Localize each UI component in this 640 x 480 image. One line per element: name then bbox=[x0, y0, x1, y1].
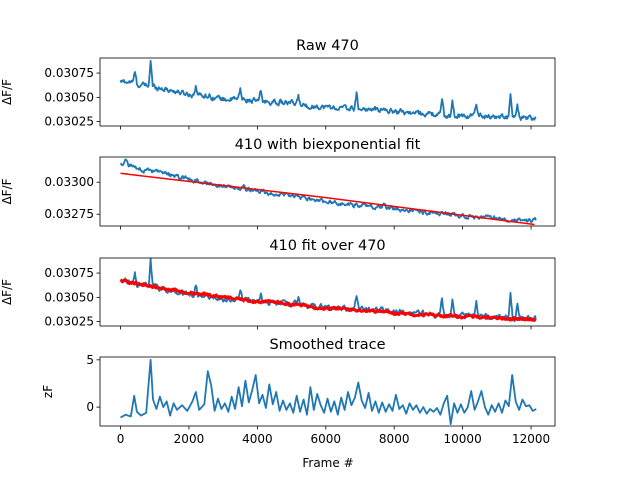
y-tick-label: 0.03300 bbox=[44, 175, 94, 189]
x-tick-label: 0 bbox=[117, 432, 125, 446]
y-tick-label: 0.03050 bbox=[44, 290, 94, 304]
y-tick-label: 0.03025 bbox=[44, 115, 94, 129]
y-axis-label: zF bbox=[41, 385, 55, 398]
y-tick-label: 5 bbox=[86, 353, 94, 367]
plot-area bbox=[119, 258, 537, 323]
subplot-3: 410 fit over 470 ΔF/F 0.03025 0.03050 0.0307… bbox=[0, 238, 556, 330]
subplot-2: 410 with biexponential fit ΔF/F 0.03275 0.0… bbox=[0, 137, 556, 230]
x-tick-label: 8000 bbox=[379, 432, 410, 446]
subplot-title: Raw 470 bbox=[296, 38, 359, 54]
trace-line bbox=[120, 358, 537, 425]
trace-line bbox=[119, 158, 537, 224]
subplot-title: Smoothed trace bbox=[269, 337, 385, 353]
axes-frame bbox=[99, 356, 556, 427]
axes-frame bbox=[99, 257, 556, 327]
y-tick-label: 0 bbox=[86, 400, 94, 414]
y-tick-label: 0.03275 bbox=[44, 207, 94, 221]
subplot-title: 410 with biexponential fit bbox=[235, 137, 421, 153]
subplot-1: Raw 470 ΔF/F 0.03025 0.03050 0.03075 bbox=[0, 38, 556, 130]
axes-frame bbox=[99, 57, 556, 127]
trace-line bbox=[119, 59, 537, 121]
plot-area bbox=[119, 158, 537, 226]
y-tick-label: 0.03075 bbox=[44, 66, 94, 80]
subplots: Raw 470 ΔF/F 0.03025 0.03050 0.03075 410 with… bbox=[0, 38, 556, 446]
x-tick-label: 2000 bbox=[174, 432, 205, 446]
y-tick-label: 0.03050 bbox=[44, 90, 94, 104]
x-axis-label: Frame # bbox=[302, 456, 353, 470]
subplot-title: 410 fit over 470 bbox=[269, 238, 385, 254]
subplot-4: Smoothed trace zF 0 5 0 2000 4000 6000 8000 10000… bbox=[41, 337, 556, 446]
x-tick-label: 4000 bbox=[242, 432, 273, 446]
plot-area bbox=[119, 59, 537, 121]
y-axis-label: ΔF/F bbox=[0, 279, 14, 305]
y-tick-label: 0.03075 bbox=[44, 266, 94, 280]
fit-line bbox=[120, 172, 535, 226]
x-tick-label: 6000 bbox=[311, 432, 342, 446]
fit-line bbox=[119, 278, 537, 322]
y-tick-label: 0.03025 bbox=[44, 315, 94, 329]
axes-frame bbox=[99, 156, 556, 227]
x-tick-label: 12000 bbox=[512, 432, 550, 446]
y-axis-label: ΔF/F bbox=[0, 178, 14, 204]
trace-line bbox=[119, 258, 537, 323]
plot-area bbox=[120, 358, 537, 425]
y-axis-label: ΔF/F bbox=[0, 79, 14, 105]
x-tick-label: 10000 bbox=[444, 432, 482, 446]
